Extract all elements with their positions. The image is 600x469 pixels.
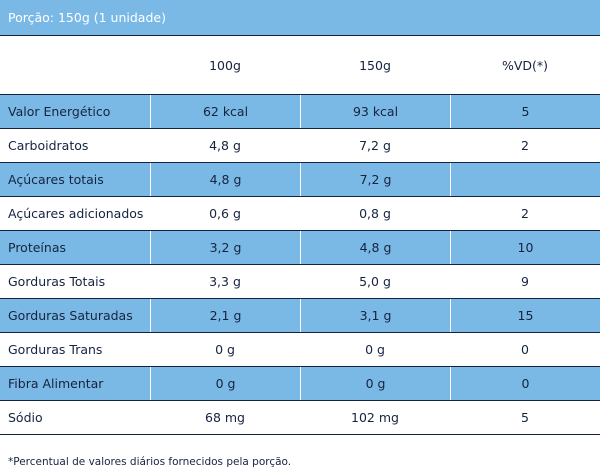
value-vd [450, 163, 600, 196]
header-100g: 100g [209, 57, 241, 73]
value-100g: 62 kcal [150, 95, 300, 128]
value-100g: 4,8 g [150, 163, 300, 196]
value-vd: 5 [450, 95, 600, 128]
value-100g: 0,6 g [209, 206, 241, 221]
value-vd: 2 [521, 138, 529, 153]
table-row: Proteínas 3,2 g 4,8 g 10 [0, 231, 600, 265]
value-vd: 0 [521, 342, 529, 357]
value-vd: 9 [521, 274, 529, 289]
nutrient-name: Gorduras Totais [8, 274, 106, 289]
value-150g: 7,2 g [300, 163, 450, 196]
column-header-row: 100g 150g %VD(*) [0, 36, 600, 95]
value-150g: 5,0 g [359, 274, 391, 289]
table-row: Açúcares totais 4,8 g 7,2 g [0, 163, 600, 197]
value-150g: 3,1 g [300, 299, 450, 332]
nutrient-name: Proteínas [8, 240, 66, 255]
table-row: Açúcares adicionados 0,6 g 0,8 g 2 [0, 197, 600, 231]
nutrient-name: Fibra Alimentar [8, 376, 104, 391]
value-vd: 10 [450, 231, 600, 264]
value-150g: 0,8 g [359, 206, 391, 221]
value-150g: 93 kcal [300, 95, 450, 128]
portion-header: Porção: 150g (1 unidade) [0, 0, 600, 36]
table-row: Carboidratos 4,8 g 7,2 g 2 [0, 129, 600, 163]
value-100g: 68 mg [205, 410, 245, 425]
nutrient-name: Valor Energético [8, 104, 111, 119]
value-100g: 0 g [215, 342, 235, 357]
value-150g: 0 g [300, 367, 450, 400]
value-vd: 5 [521, 410, 529, 425]
table-row: Gorduras Saturadas 2,1 g 3,1 g 15 [0, 299, 600, 333]
footnote: *Percentual de valores diários fornecido… [8, 456, 292, 468]
table-row: Fibra Alimentar 0 g 0 g 0 [0, 367, 600, 401]
header-vd: %VD(*) [501, 57, 549, 73]
table-row: Gorduras Totais 3,3 g 5,0 g 9 [0, 265, 600, 299]
value-100g: 3,3 g [209, 274, 241, 289]
value-vd: 0 [450, 367, 600, 400]
nutrition-table: Porção: 150g (1 unidade) 100g 150g %VD(*… [0, 0, 600, 435]
table-row: Valor Energético 62 kcal 93 kcal 5 [0, 95, 600, 129]
table-row: Gorduras Trans 0 g 0 g 0 [0, 333, 600, 367]
nutrient-name: Gorduras Saturadas [8, 308, 133, 323]
value-150g: 7,2 g [359, 138, 391, 153]
value-100g: 2,1 g [150, 299, 300, 332]
value-100g: 3,2 g [150, 231, 300, 264]
nutrient-name: Carboidratos [8, 138, 89, 153]
value-150g: 4,8 g [300, 231, 450, 264]
value-100g: 0 g [150, 367, 300, 400]
table-row: Sódio 68 mg 102 mg 5 [0, 401, 600, 435]
nutrient-name: Açúcares totais [8, 172, 104, 187]
nutrient-name: Gorduras Trans [8, 342, 103, 357]
header-150g: 150g [359, 57, 391, 73]
nutrient-name: Açúcares adicionados [8, 206, 144, 221]
header-name [0, 36, 150, 94]
value-150g: 0 g [365, 342, 385, 357]
value-150g: 102 mg [351, 410, 399, 425]
value-vd: 2 [521, 206, 529, 221]
value-100g: 4,8 g [209, 138, 241, 153]
nutrient-name: Sódio [8, 410, 43, 425]
value-vd: 15 [450, 299, 600, 332]
